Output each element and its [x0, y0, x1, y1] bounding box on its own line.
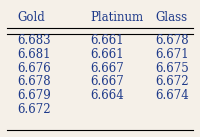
- Text: 6.679: 6.679: [17, 89, 51, 102]
- Text: 6.683: 6.683: [17, 34, 51, 47]
- Text: 6.661: 6.661: [90, 48, 124, 61]
- Text: Glass: Glass: [155, 11, 187, 24]
- Text: 6.661: 6.661: [90, 34, 124, 47]
- Text: 6.675: 6.675: [155, 62, 189, 75]
- Text: 6.674: 6.674: [155, 89, 189, 102]
- Text: 6.664: 6.664: [90, 89, 124, 102]
- Text: 6.678: 6.678: [17, 75, 51, 88]
- Text: Platinum: Platinum: [90, 11, 143, 24]
- Text: 6.672: 6.672: [17, 103, 51, 116]
- Text: 6.676: 6.676: [17, 62, 51, 75]
- Text: 6.678: 6.678: [155, 34, 189, 47]
- Text: Gold: Gold: [17, 11, 45, 24]
- Text: 6.681: 6.681: [17, 48, 51, 61]
- Text: 6.671: 6.671: [155, 48, 189, 61]
- Text: 6.667: 6.667: [90, 75, 124, 88]
- Text: 6.672: 6.672: [155, 75, 189, 88]
- Text: 6.667: 6.667: [90, 62, 124, 75]
